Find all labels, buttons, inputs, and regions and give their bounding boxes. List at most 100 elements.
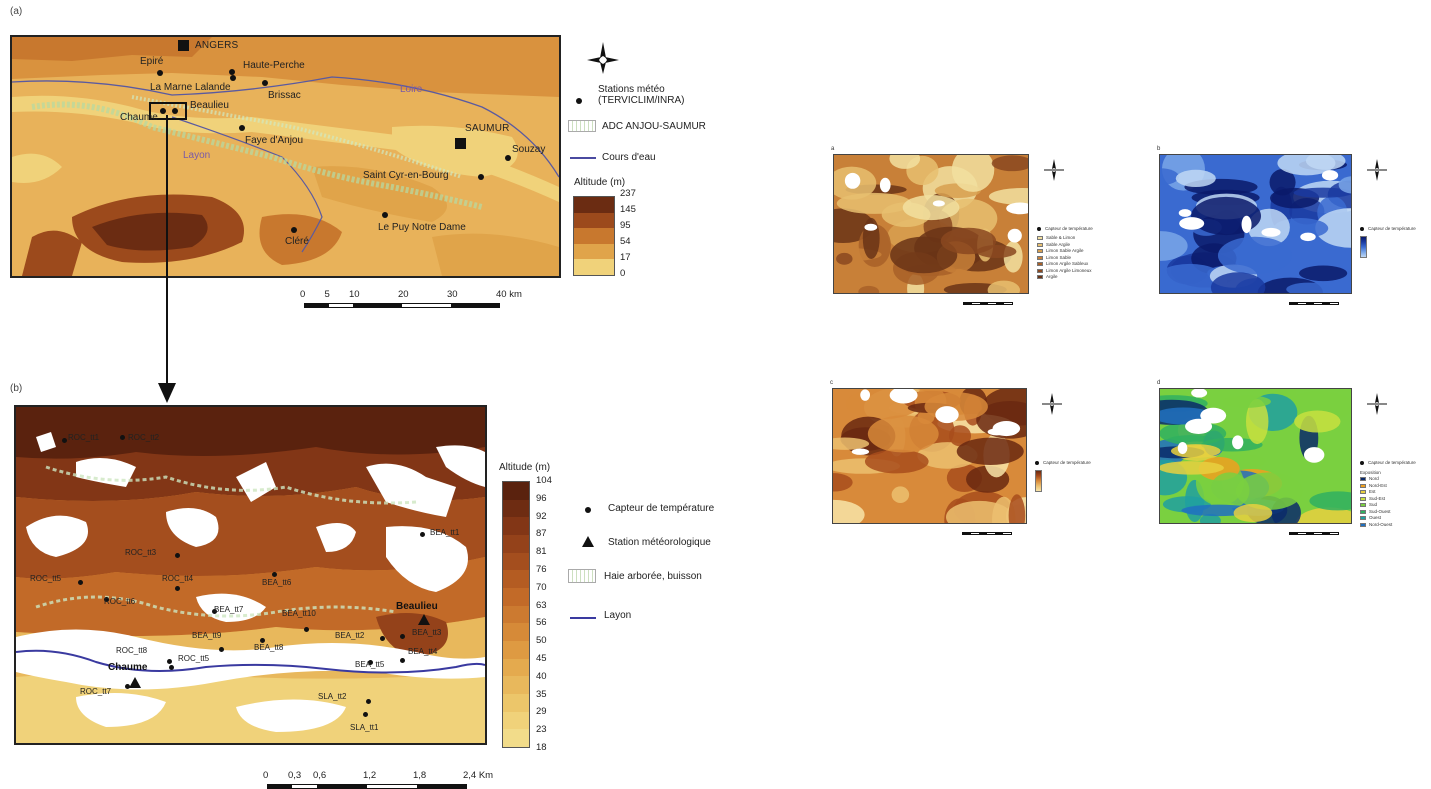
- altitude-tick-b: 40: [536, 670, 547, 682]
- legend-station-triangle: [582, 536, 594, 547]
- scale-segment: [353, 304, 402, 307]
- sensor-label: BEA_tt8: [254, 643, 284, 652]
- scale-tick: 2,4 Km: [463, 770, 494, 781]
- sensor-marker[interactable]: [175, 553, 180, 558]
- regional-map[interactable]: [10, 35, 561, 278]
- thumbnail-legend-item: Limon Argile Sableux: [1046, 261, 1089, 266]
- town-label-souzay: Souzay: [512, 144, 546, 155]
- sensor-marker[interactable]: [219, 647, 224, 652]
- sensor-label: ROC_tt5: [30, 574, 62, 583]
- altitude-tick-a: 145: [620, 204, 636, 215]
- local-map[interactable]: [14, 405, 487, 745]
- scale-tick: 0: [300, 289, 306, 300]
- sensor-label: SLA_tt1: [350, 723, 379, 732]
- altitude-color-ramp-a: [573, 196, 615, 276]
- altitude-swatch-b: [503, 587, 529, 606]
- legend-rivers: Cours d'eau: [602, 152, 656, 163]
- sensor-marker[interactable]: [304, 627, 309, 632]
- town-marker: [382, 212, 388, 218]
- town-label-haute-perche: Haute-Perche: [243, 60, 305, 71]
- sensor-marker[interactable]: [380, 636, 385, 641]
- scale-tick: 20: [398, 289, 409, 300]
- altitude-tick-b: 29: [536, 706, 547, 718]
- scale-segment: [304, 304, 329, 307]
- thumbnail-legend-swatch: [1360, 516, 1366, 520]
- river-label-loire: Loire: [400, 84, 423, 95]
- sensor-label: BEA_tt9: [192, 631, 222, 640]
- thumbnail-legend-swatch: [1360, 477, 1366, 481]
- thumbnail-raster: [1160, 389, 1351, 523]
- altitude-swatch-a: [574, 228, 614, 244]
- thumbnail-legend-item: Nord-Ouest: [1369, 521, 1393, 527]
- legend-altitude-title-a: Altitude (m): [574, 177, 626, 188]
- altitude-swatch-b: [503, 605, 529, 624]
- altitude-swatch-b: [503, 640, 529, 659]
- altitude-tick-b: 56: [536, 617, 547, 629]
- scale-tick: 0: [263, 770, 269, 781]
- thumbnail-map-a[interactable]: [833, 154, 1029, 294]
- sensor-label: BEA_tt5: [355, 660, 385, 669]
- sensor-marker[interactable]: [175, 586, 180, 591]
- sensor-marker[interactable]: [78, 580, 83, 585]
- thumbnail-tag: d: [1157, 380, 1161, 386]
- altitude-tick-b: 18: [536, 742, 547, 753]
- thumbnail-scale-bar: [1289, 532, 1339, 535]
- altitude-tick-b: 70: [536, 581, 547, 593]
- sensor-marker[interactable]: [368, 660, 373, 665]
- sensor-marker[interactable]: [167, 659, 172, 664]
- scale-segment: [451, 304, 500, 307]
- sensor-marker[interactable]: [120, 435, 125, 440]
- legend-hedge-swatch: [568, 569, 596, 583]
- town-marker: [157, 70, 163, 76]
- altitude-swatch-a: [574, 212, 614, 229]
- sensor-marker[interactable]: [212, 609, 217, 614]
- sensor-label: BEA_tt2: [335, 631, 365, 640]
- sensor-marker[interactable]: [125, 684, 130, 689]
- sensor-label: ROC_tt3: [125, 548, 157, 557]
- panel-b-label: (b): [10, 383, 23, 394]
- thumbnail-compass-icon: [1367, 393, 1387, 415]
- thumbnail-legend-swatch: [1037, 262, 1043, 266]
- thumbnail-map-b[interactable]: [1159, 154, 1352, 294]
- thumbnail-legend-swatch: [1360, 503, 1366, 507]
- sensor-label: BEA_tt10: [282, 609, 316, 618]
- sensor-marker[interactable]: [420, 532, 425, 537]
- town-label-brissac: Brissac: [268, 90, 301, 101]
- compass-icon: [587, 42, 619, 74]
- thumbnail-legend-swatch: [1360, 509, 1366, 514]
- thumbnail-legend-item: Sud-Ouest: [1369, 508, 1391, 514]
- scale-tick: 10: [349, 289, 360, 300]
- sensor-marker[interactable]: [400, 658, 405, 663]
- thumbnail-legend-dot: [1035, 461, 1039, 465]
- city-label-angers: ANGERS: [195, 40, 239, 51]
- scale-segment: [328, 304, 353, 307]
- thumbnail-scale-bar: [963, 302, 1013, 305]
- thumbnail-compass-icon: [1367, 159, 1387, 181]
- sensor-marker[interactable]: [104, 597, 109, 602]
- sensor-marker[interactable]: [366, 699, 371, 704]
- sensor-marker[interactable]: [260, 638, 265, 643]
- legend-station-dot: [576, 98, 582, 104]
- sensor-marker[interactable]: [363, 712, 368, 717]
- sensor-label: BEA_tt6: [262, 578, 292, 587]
- town-label-beaulieu: Beaulieu: [190, 100, 229, 111]
- city-label-saumur: SAUMUR: [465, 123, 510, 134]
- thumbnail-tag: c: [830, 380, 833, 386]
- sensor-marker[interactable]: [400, 634, 405, 639]
- altitude-swatch-b: [503, 517, 529, 535]
- thumbnail-legend-swatch: [1360, 522, 1366, 527]
- regional-map-terrain: [12, 37, 559, 276]
- thumbnail-map-c[interactable]: [832, 388, 1027, 524]
- sensor-marker[interactable]: [62, 438, 67, 443]
- station-marker-beaulieu[interactable]: [418, 614, 430, 625]
- thumbnail-map-d[interactable]: [1159, 388, 1352, 524]
- legend-altitude-title-b: Altitude (m): [499, 462, 551, 473]
- thumbnail-legend-swatch: [1360, 496, 1366, 501]
- station-label-chaume: Chaume: [108, 662, 148, 673]
- station-marker-chaume[interactable]: [129, 677, 141, 688]
- thumbnail-tag: b: [1157, 146, 1161, 152]
- town-marker: [239, 125, 245, 131]
- sensor-marker[interactable]: [169, 665, 174, 670]
- legend-sensor-dot: [585, 507, 591, 513]
- sensor-marker[interactable]: [272, 572, 277, 577]
